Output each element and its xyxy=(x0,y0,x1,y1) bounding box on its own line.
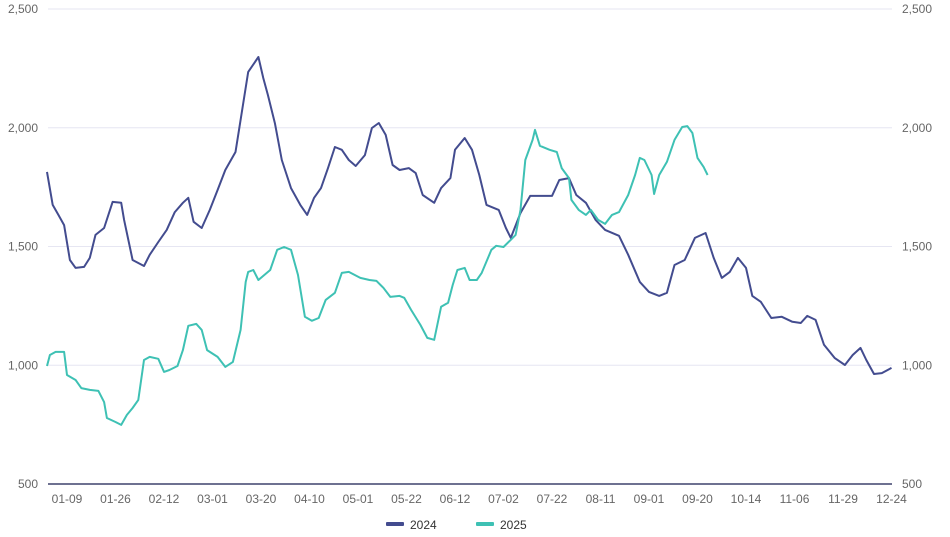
series-lines xyxy=(46,56,892,426)
legend-item-2025[interactable]: 2025 xyxy=(476,518,527,532)
x-tick-label: 01-09 xyxy=(52,492,83,506)
series-line-2024 xyxy=(46,56,892,375)
y-tick-label-left: 1,500 xyxy=(8,240,38,254)
x-tick-label: 04-10 xyxy=(294,492,325,506)
legend-swatch xyxy=(386,522,404,526)
x-tick-label: 06-12 xyxy=(440,492,471,506)
y-tick-label-left: 500 xyxy=(18,477,38,491)
x-tick-label: 03-20 xyxy=(246,492,277,506)
x-tick-label: 10-14 xyxy=(731,492,762,506)
x-tick-label: 09-01 xyxy=(634,492,665,506)
x-tick-label: 07-22 xyxy=(537,492,568,506)
x-tick-label: 05-22 xyxy=(391,492,422,506)
y-tick-label-left: 1,000 xyxy=(8,358,38,372)
legend[interactable]: 2024 2025 xyxy=(386,518,527,532)
y-tick-label-right: 500 xyxy=(902,477,922,491)
x-tick-label: 07-02 xyxy=(488,492,519,506)
legend-item-2024[interactable]: 2024 xyxy=(386,518,437,532)
x-tick-label: 11-06 xyxy=(780,492,810,506)
y-axis-left: 500 1,000 1,500 2,000 2,500 xyxy=(8,2,38,491)
y-tick-label-right: 1,500 xyxy=(902,240,932,254)
y-tick-label-right: 2,000 xyxy=(902,121,932,135)
legend-label: 2024 xyxy=(410,518,437,532)
x-tick-label: 01-26 xyxy=(100,492,131,506)
x-tick-label: 03-01 xyxy=(197,492,228,506)
gridlines xyxy=(48,8,892,485)
x-tick-label: 09-20 xyxy=(682,492,713,506)
legend-swatch xyxy=(476,522,494,526)
y-tick-label-right: 1,000 xyxy=(902,358,932,372)
x-tick-label: 08-11 xyxy=(586,492,616,506)
x-tick-label: 11-29 xyxy=(828,492,858,506)
x-tick-label: 12-24 xyxy=(876,492,907,506)
y-axis-right: 500 1,000 1,500 2,000 2,500 xyxy=(902,2,932,491)
x-tick-label: 05-01 xyxy=(343,492,374,506)
y-tick-label-left: 2,000 xyxy=(8,121,38,135)
series-line-2025 xyxy=(46,125,709,426)
x-axis: 01-09 01-26 02-12 03-01 03-20 04-10 05-01 05-22… xyxy=(52,492,908,506)
legend-label: 2025 xyxy=(500,518,527,532)
y-tick-label-right: 2,500 xyxy=(902,2,932,16)
y-tick-label-left: 2,500 xyxy=(8,2,38,16)
x-tick-label: 02-12 xyxy=(149,492,180,506)
